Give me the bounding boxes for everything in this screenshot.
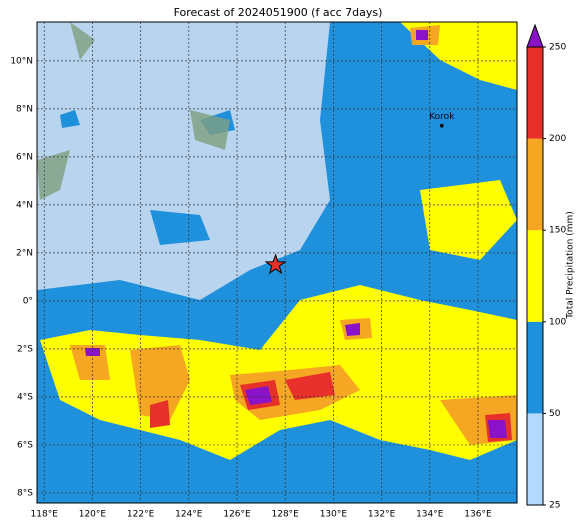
land (37, 22, 230, 200)
colorbar-tick-label: 200 (549, 134, 566, 144)
lat-tick-label: 6°S (17, 440, 33, 450)
lat-tick-label: 4°N (16, 200, 33, 210)
lon-tick-label: 134°E (416, 510, 444, 520)
lon-tick-label: 128°E (272, 510, 300, 520)
lon-tick-label: 126°E (223, 510, 251, 520)
lon-tick-label: 136°E (464, 510, 492, 520)
lat-tick-label: 10°N (10, 56, 33, 66)
lon-tick-label: 132°E (368, 510, 396, 520)
place-label: Korok (429, 112, 455, 122)
colorbar-extend (526, 23, 544, 48)
star-marker (264, 253, 287, 275)
lon-tick-label: 120°E (79, 510, 107, 520)
lat-tick-label: 8°N (16, 104, 33, 114)
map-frame (36, 21, 518, 504)
colorbar-tick-label: 100 (549, 317, 566, 327)
colorbar-frame (526, 46, 544, 506)
rain-100 (400, 22, 517, 260)
colorbar-bin (527, 413, 543, 505)
colorbar-bin (527, 138, 543, 231)
map-title: Forecast of 2024051900 (f acc 7days) (174, 6, 383, 19)
lat-tick-label: 0° (23, 296, 33, 306)
colorbar-tick-label: 50 (549, 409, 561, 419)
lat-tick-label: 6°N (16, 152, 33, 162)
colorbar-tick-label: 25 (549, 501, 560, 511)
lat-tick-label: 2°N (16, 248, 33, 258)
lat-tick-label: 2°S (17, 344, 33, 354)
colorbar-bin (527, 321, 543, 414)
rain-150 (70, 25, 517, 445)
lon-tick-label: 122°E (127, 510, 155, 520)
colorbar-label: Total Precipitation (mm) (566, 211, 576, 320)
colorbar-tick-label: 150 (549, 226, 566, 236)
lon-tick-label: 130°E (320, 510, 348, 520)
colorbar-tick-label: 250 (549, 43, 566, 53)
lat-tick-label: 4°S (17, 392, 33, 402)
lon-tick-label: 124°E (175, 510, 203, 520)
lat-tick-label: 8°S (17, 488, 33, 498)
colorbar-bin (527, 230, 543, 322)
place-dot (440, 123, 444, 128)
lon-tick-label: 118°E (31, 510, 59, 520)
rain-200 (150, 372, 512, 442)
colorbar-bin (527, 47, 543, 139)
